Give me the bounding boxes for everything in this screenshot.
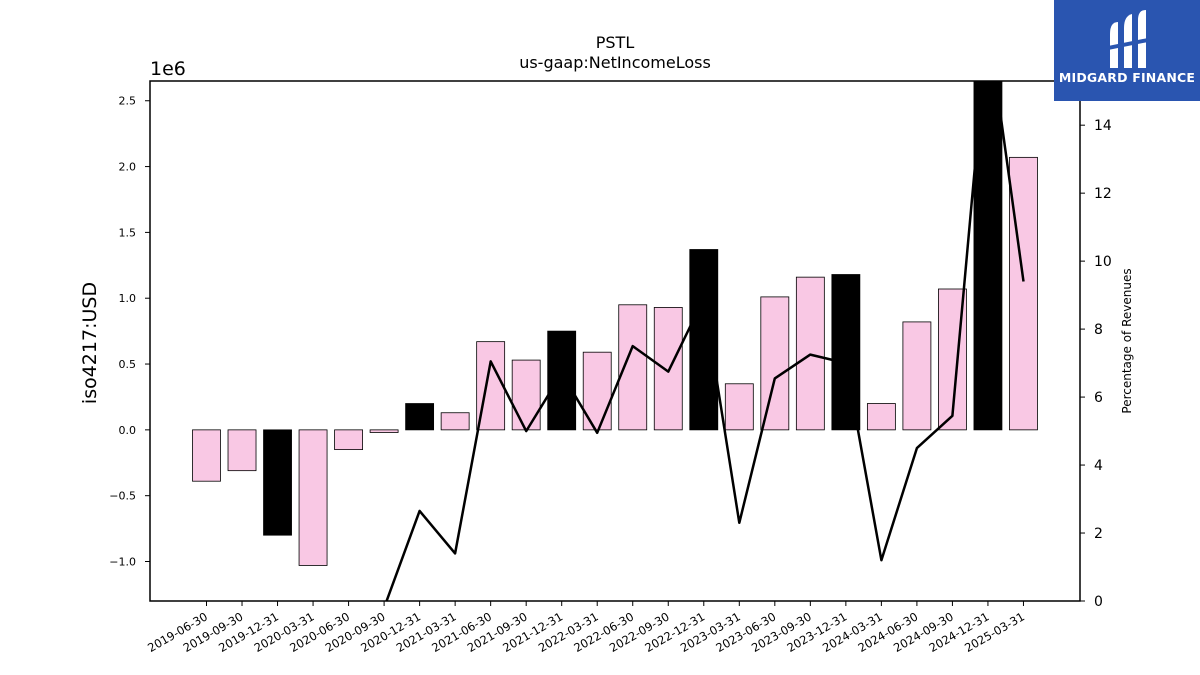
chart-title: PSTL — [596, 33, 635, 52]
bar — [831, 274, 861, 431]
y-tick-label: 1.5 — [119, 226, 137, 239]
y-tick-label: 1.0 — [119, 292, 137, 305]
y-tick-label: −1.0 — [109, 556, 136, 569]
bar — [724, 383, 754, 431]
bar — [334, 429, 363, 451]
y2-tick-label: 4 — [1094, 458, 1103, 474]
bar-series — [192, 81, 1038, 566]
y2-tick-label: 0 — [1094, 594, 1103, 610]
y2-axis-label: Percentage of Revenues — [1120, 268, 1134, 413]
y2-tick-label: 6 — [1094, 390, 1103, 406]
bar — [405, 403, 435, 431]
bar — [298, 429, 328, 566]
y2-tick-label: 10 — [1094, 254, 1112, 270]
y2-tick-label: 2 — [1094, 526, 1103, 542]
logo-mark-icon — [1108, 10, 1148, 68]
logo-text: MIDGARD FINANCE — [1058, 70, 1196, 85]
bar — [369, 429, 399, 433]
bar — [866, 403, 896, 431]
percentage-line — [385, 81, 1025, 601]
chart-subtitle: us-gaap:NetIncomeLoss — [519, 53, 711, 72]
brand-logo: MIDGARD FINANCE — [1054, 0, 1200, 101]
y-offset-label: 1e6 — [150, 58, 186, 80]
bar — [689, 249, 719, 431]
bar — [760, 296, 790, 431]
bar — [440, 412, 470, 431]
bar — [902, 321, 932, 431]
y2-tick-label: 12 — [1094, 186, 1112, 202]
bar — [227, 429, 257, 472]
y2-tick-label: 8 — [1094, 322, 1103, 338]
y-tick-label: −0.5 — [109, 490, 136, 503]
y2-tick-label: 14 — [1094, 118, 1112, 134]
bar — [547, 330, 577, 431]
y-tick-label: 0.5 — [119, 358, 137, 371]
y-axis-label: iso4217:USD — [79, 282, 101, 404]
bar — [653, 307, 683, 431]
bar — [192, 429, 221, 482]
bar — [1009, 156, 1038, 431]
bar — [511, 359, 541, 431]
plot-frame — [149, 80, 1081, 602]
y-tick-label: 0.0 — [119, 424, 137, 437]
y-tick-label: 2.0 — [119, 161, 137, 174]
y-tick-label: 2.5 — [119, 95, 137, 108]
bar — [263, 429, 292, 536]
